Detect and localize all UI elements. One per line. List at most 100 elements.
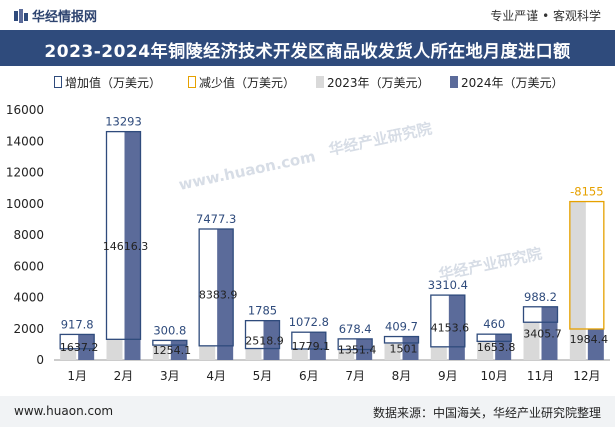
x-tick-label: 11月 (527, 369, 554, 383)
brand-logo-icon (14, 9, 28, 23)
x-tick-label: 2月 (114, 369, 134, 383)
chart-plot: 华经产业研究院 www.huaon.com 华经产业研究院 0200040006… (6, 103, 610, 383)
x-tick-label: 12月 (573, 369, 600, 383)
bar-increase (430, 294, 466, 348)
y-tick-label: 12000 (6, 166, 44, 180)
value-label-2024: 1351.4 (338, 343, 377, 356)
y-tick-label: 10000 (6, 197, 44, 211)
value-label-2024: 1653.8 (477, 341, 516, 354)
legend-item-2024: 2024年（万美元） (450, 74, 564, 91)
value-label-2024: 2518.9 (245, 334, 284, 347)
bar-2023 (106, 339, 123, 360)
chart-title: 2023-2024年铜陵经济技术开发区商品收发货人所在地月度进口额 (44, 42, 571, 62)
x-tick-label: 4月 (206, 369, 226, 383)
bar-2024 (309, 332, 326, 360)
change-value-label: 988.2 (524, 290, 557, 304)
change-value-label: 300.8 (153, 323, 186, 337)
bar-2024 (541, 306, 558, 360)
legend-item-decrease: 减少值（万美元） (188, 74, 295, 91)
y-tick-label: 8000 (13, 228, 44, 242)
value-label-2024: 14616.3 (103, 240, 149, 253)
slogan: 专业严谨 • 客观科学 (490, 9, 601, 23)
watermark-2: www.huaon.com (177, 147, 317, 194)
y-tick-label: 2000 (13, 322, 44, 336)
bar-2024 (78, 334, 95, 360)
x-tick-label: 10月 (481, 369, 508, 383)
bar-increase (105, 130, 142, 340)
change-value-label: -8155 (570, 185, 603, 199)
value-label-2024: 1501 (390, 342, 418, 355)
title-bar: 2023-2024年铜陵经济技术开发区商品收发货人所在地月度进口额 (0, 30, 615, 66)
legend-item-2023: 2023年（万美元） (316, 74, 430, 91)
brand-logo: 华经情报网 (14, 6, 97, 25)
bar-2024 (448, 295, 465, 360)
bar-increase (383, 335, 420, 344)
value-label-2024: 4153.6 (431, 322, 470, 335)
bar-2023 (384, 342, 401, 360)
bar-increase (59, 333, 95, 350)
bar-2023 (245, 348, 262, 360)
change-value-label: 1072.8 (289, 315, 329, 329)
change-value-label: 678.4 (339, 322, 372, 336)
legend-item-increase: 增加值（万美元） (54, 74, 161, 91)
change-value-label: 1785 (248, 304, 277, 318)
change-value-label: 3310.4 (428, 278, 468, 292)
bar-2023 (60, 348, 77, 360)
bar-2024 (263, 320, 280, 360)
x-tick-label: 5月 (253, 369, 273, 383)
change-value-label: 460 (483, 317, 505, 331)
bar-2023 (569, 201, 586, 360)
x-tick-label: 1月 (67, 369, 87, 383)
bar-2023 (523, 322, 540, 360)
bar-2024 (495, 334, 512, 360)
change-value-label: 409.7 (385, 320, 418, 334)
legend-swatch-decrease (188, 76, 196, 88)
x-tick-label: 6月 (299, 369, 319, 383)
x-tick-label: 3月 (160, 369, 180, 383)
x-tick-label: 9月 (438, 369, 458, 383)
bar-increase (522, 306, 559, 323)
value-label-2024: 1984.4 (570, 333, 609, 346)
bar-increase (291, 331, 327, 350)
bar-increase (152, 339, 188, 346)
bar-2023 (199, 345, 216, 360)
value-label-2024: 3405.7 (523, 327, 562, 340)
bar-2023 (338, 349, 355, 360)
y-tick-label: 4000 (13, 291, 44, 305)
legend-swatch-2024 (450, 76, 458, 88)
legend-label-decrease: 减少值（万美元） (199, 76, 296, 90)
value-label-2024: 8383.9 (199, 289, 238, 302)
change-value-label: 917.8 (61, 317, 94, 331)
legend-label-increase: 增加值（万美元） (65, 76, 162, 90)
bar-2023 (430, 346, 447, 360)
y-tick-label: 0 (36, 353, 44, 367)
bar-2024 (124, 131, 141, 360)
bar-increase (476, 333, 512, 342)
value-label-2024: 1779.1 (292, 340, 331, 353)
bar-decrease (569, 200, 605, 330)
legend-label-2023: 2023年（万美元） (327, 76, 430, 90)
x-tick-label: 8月 (392, 369, 412, 383)
bar-2023 (477, 341, 494, 360)
y-tick-label: 6000 (13, 259, 44, 273)
footer: www.huaon.com 数据来源：中国海关，华经产业研究院整理 (0, 396, 615, 427)
footer-source: 数据来源：中国海关，华经产业研究院整理 (372, 406, 601, 420)
bar-2024 (587, 328, 604, 360)
top-bar: 华经情报网 专业严谨 • 客观科学 (0, 0, 615, 30)
bar-2023 (152, 345, 169, 360)
bar-increase (198, 228, 234, 347)
watermark-1: 华经产业研究院 (327, 119, 433, 158)
footer-website: www.huaon.com (14, 404, 114, 418)
bar-2024 (217, 229, 234, 360)
legend-label-2024: 2024年（万美元） (461, 76, 564, 90)
value-label-2024: 1637.2 (60, 341, 99, 354)
y-tick-label: 14000 (6, 134, 44, 148)
y-tick-label: 16000 (6, 103, 44, 117)
change-value-label: 13293 (105, 115, 142, 129)
bar-2023 (291, 348, 308, 360)
bar-increase (244, 319, 281, 350)
x-tick-label: 7月 (345, 369, 365, 383)
legend-swatch-2023 (316, 76, 324, 88)
brand-name: 华经情报网 (32, 10, 98, 25)
legend-swatch-increase (54, 76, 62, 88)
